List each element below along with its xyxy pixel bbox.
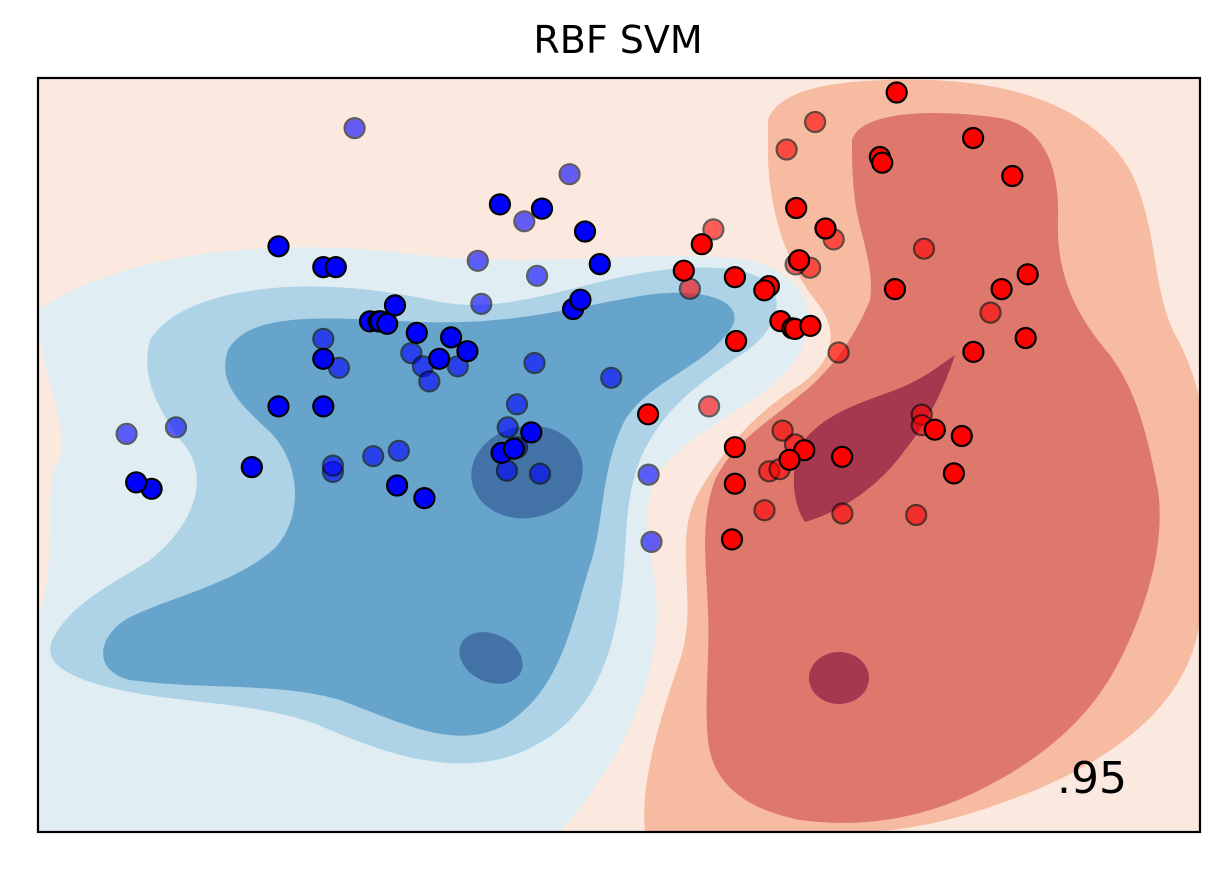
point-class0-test-18 <box>523 351 546 375</box>
point-class1-train-9 <box>672 259 695 282</box>
point-class0-test-13 <box>321 454 344 477</box>
point-class0-train-0 <box>267 235 290 258</box>
point-class1-test-1 <box>775 138 798 161</box>
point-class1-test-11 <box>771 419 794 442</box>
point-class0-test-1 <box>466 249 489 272</box>
decision-region-red-3a <box>793 355 955 522</box>
point-class1-train-4 <box>1001 164 1024 188</box>
point-class1-train-21 <box>799 314 822 337</box>
point-class1-train-10 <box>723 266 747 289</box>
point-class0-test-2 <box>525 264 549 287</box>
point-class1-test-8 <box>979 301 1002 324</box>
points-layer <box>115 81 1039 554</box>
point-class0-train-22 <box>520 421 543 444</box>
point-class1-test-19 <box>905 503 928 527</box>
point-class1-train-25 <box>950 424 973 448</box>
point-class0-test-10 <box>164 416 188 439</box>
point-class1-test-7 <box>678 277 702 300</box>
point-class1-train-29 <box>830 445 854 468</box>
point-class0-train-2 <box>324 256 347 279</box>
decision-region-blue-4b <box>459 632 523 684</box>
point-class0-train-11 <box>456 340 479 363</box>
point-class1-test-0 <box>803 110 827 134</box>
point-class0-test-4 <box>312 327 335 350</box>
point-class1-train-3 <box>871 151 894 174</box>
point-class0-test-24 <box>640 530 663 554</box>
point-class1-test-18 <box>831 502 854 525</box>
point-class0-test-0 <box>343 117 366 140</box>
point-class0-train-26 <box>573 220 597 243</box>
point-class1-train-31 <box>723 472 747 495</box>
point-class1-train-17 <box>724 329 748 353</box>
point-class0-test-17 <box>505 393 529 416</box>
point-class0-train-28 <box>488 193 511 216</box>
point-class0-train-17 <box>125 471 148 494</box>
point-class1-train-22 <box>962 340 985 363</box>
point-class0-train-19 <box>413 487 436 510</box>
point-class0-train-25 <box>588 253 611 276</box>
point-class0-train-9 <box>440 326 463 349</box>
point-class1-train-32 <box>720 528 744 551</box>
point-class0-train-13 <box>312 395 335 418</box>
decision-surface <box>38 79 1200 832</box>
point-class0-test-23 <box>637 463 660 486</box>
point-class0-test-3 <box>470 292 493 315</box>
point-class1-train-15 <box>990 278 1013 301</box>
point-class1-train-28 <box>778 448 801 471</box>
point-class0-train-18 <box>386 474 409 497</box>
point-class0-test-14 <box>362 445 385 468</box>
point-class1-train-0 <box>885 81 908 104</box>
point-class1-train-14 <box>1016 263 1039 286</box>
point-class0-train-24 <box>569 288 592 311</box>
point-class1-train-16 <box>1014 326 1037 350</box>
point-class0-train-15 <box>240 456 263 479</box>
point-class0-train-10 <box>428 347 451 370</box>
point-class1-train-12 <box>753 279 776 302</box>
point-class0-train-12 <box>312 347 335 370</box>
point-class0-train-27 <box>530 197 554 220</box>
point-class0-test-21 <box>558 163 581 186</box>
point-class0-test-20 <box>513 210 536 233</box>
decision-region-red-2 <box>705 113 1160 823</box>
point-class1-train-13 <box>883 278 907 301</box>
point-class0-test-22 <box>600 366 623 389</box>
point-class0-train-8 <box>405 321 428 344</box>
point-class0-test-16 <box>528 462 552 485</box>
point-class1-train-6 <box>814 217 837 240</box>
score-label: .95 <box>1057 753 1127 804</box>
point-class1-train-27 <box>723 436 747 459</box>
point-class0-train-7 <box>376 312 399 335</box>
point-class1-train-1 <box>961 126 985 150</box>
point-class1-test-10 <box>697 395 721 418</box>
point-class0-test-19 <box>496 416 519 439</box>
point-class1-test-2 <box>702 218 725 241</box>
point-class0-test-8 <box>418 370 441 393</box>
point-class1-train-7 <box>787 249 811 272</box>
point-class1-test-5 <box>912 237 936 260</box>
point-class1-train-24 <box>923 418 946 441</box>
point-class0-test-11 <box>115 422 138 445</box>
point-class1-train-30 <box>942 462 966 485</box>
point-class1-test-9 <box>827 341 850 364</box>
plot-frame <box>36 76 1202 834</box>
point-class0-train-3 <box>383 294 407 317</box>
decision-region-red-3b <box>809 652 869 704</box>
point-class0-train-14 <box>267 395 290 418</box>
point-class1-train-5 <box>785 196 808 220</box>
point-class1-train-23 <box>636 403 660 426</box>
point-class0-test-15 <box>387 439 410 462</box>
decision-region-blue-3 <box>103 292 735 736</box>
point-class0-train-21 <box>502 437 525 460</box>
point-class1-test-17 <box>753 499 776 522</box>
point-class1-train-8 <box>690 233 713 256</box>
chart-title: RBF SVM <box>533 18 703 62</box>
